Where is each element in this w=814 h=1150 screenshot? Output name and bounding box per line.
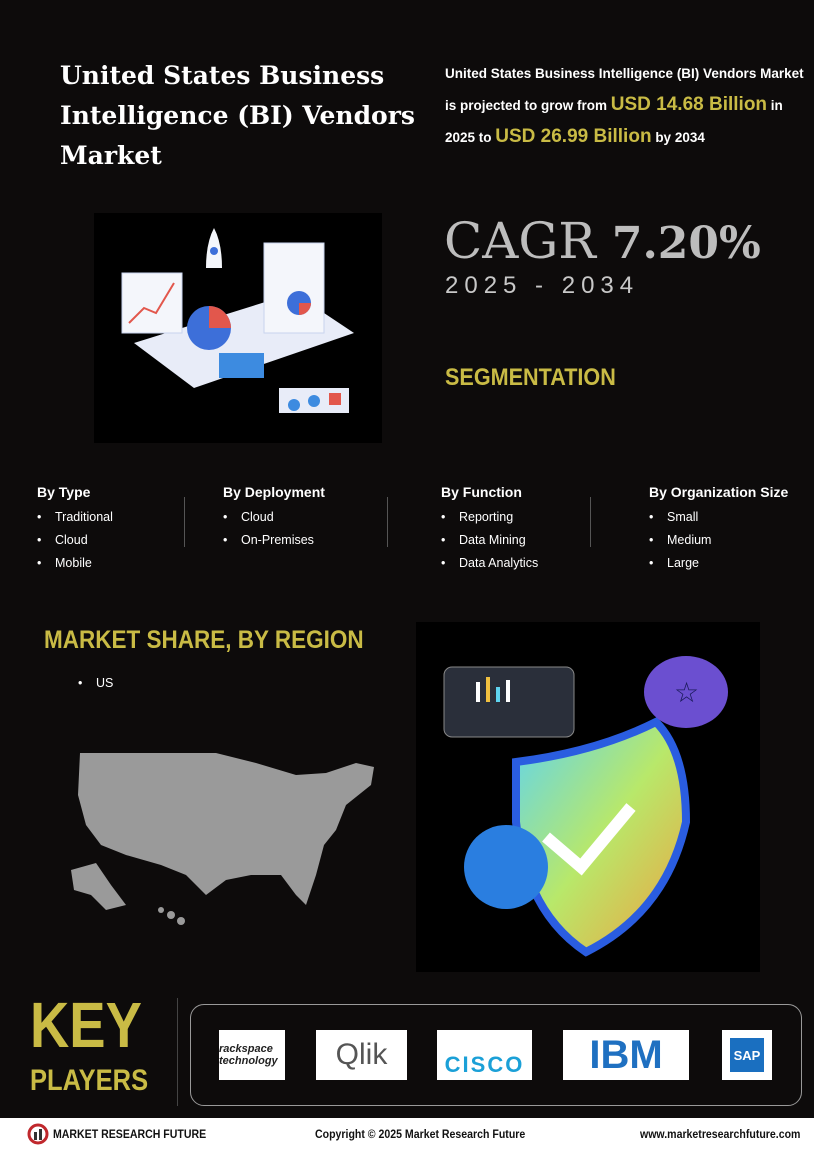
- cagr-value: 7.20%: [611, 218, 761, 269]
- list-item: Small: [649, 506, 788, 529]
- list-item: Traditional: [37, 506, 113, 529]
- divider: [184, 497, 185, 547]
- logo-qlik: Qlik: [316, 1030, 407, 1080]
- market-summary: United States Business Intelligence (BI)…: [445, 58, 805, 153]
- list-item: Data Mining: [441, 529, 538, 552]
- security-illustration: ☆: [416, 622, 760, 972]
- list-item: Large: [649, 552, 788, 575]
- sap-text: SAP: [730, 1038, 764, 1072]
- footer: MARKET RESEARCH FUTURE Copyright © 2025 …: [0, 1118, 814, 1150]
- summary-text: by 2034: [651, 130, 705, 145]
- divider: [590, 497, 591, 547]
- list-item: Cloud: [37, 529, 113, 552]
- list-item: Mobile: [37, 552, 113, 575]
- footer-brand: MARKET RESEARCH FUTURE: [53, 1127, 207, 1141]
- segment-title: By Organization Size: [649, 484, 789, 500]
- value-2025: USD 14.68 Billion: [610, 94, 768, 115]
- brand-logo-icon: [27, 1123, 49, 1145]
- divider: [387, 497, 388, 547]
- cagr: CAGR 7.20%: [444, 212, 761, 270]
- region-title: MARKET SHARE, BY REGION: [44, 626, 364, 654]
- logos-panel: [190, 1004, 802, 1106]
- value-2034: USD 26.99 Billion: [495, 126, 652, 147]
- segment-by-type: By Type TraditionalCloudMobile: [37, 484, 113, 575]
- divider: [177, 998, 178, 1106]
- svg-text:☆: ☆: [674, 677, 699, 708]
- segmentation-title: SEGMENTATION: [445, 364, 616, 391]
- cagr-label: CAGR: [444, 212, 596, 270]
- footer-copyright: Copyright © 2025 Market Research Future: [315, 1127, 526, 1141]
- segment-by-deployment: By Deployment CloudOn-Premises: [223, 484, 325, 552]
- segment-title: By Type: [37, 484, 91, 500]
- segment-by-organization-size: By Organization Size SmallMediumLarge: [649, 484, 788, 575]
- list-item: Reporting: [441, 506, 538, 529]
- list-item: Medium: [649, 529, 788, 552]
- key-players-title: KEY: [30, 989, 142, 1061]
- cagr-period: 2025 - 2034: [445, 272, 640, 299]
- logo-cisco: CISCO: [437, 1030, 532, 1080]
- logo-rackspace: rackspace technology: [219, 1030, 285, 1080]
- logo-sap: SAP: [722, 1030, 772, 1080]
- segment-title: By Function: [441, 484, 522, 500]
- analytics-illustration: [94, 213, 382, 443]
- list-item: Cloud: [223, 506, 325, 529]
- us-map: [71, 753, 374, 925]
- segment-by-function: By Function ReportingData MiningData Ana…: [441, 484, 538, 575]
- logo-ibm: IBM: [563, 1030, 689, 1080]
- list-item: Data Analytics: [441, 552, 538, 575]
- list-item: On-Premises: [223, 529, 325, 552]
- summary-text: United States Business Intelligence (BI)…: [445, 66, 804, 113]
- page-title: United States Business Intelligence (BI)…: [60, 61, 415, 170]
- region-list: US: [78, 672, 113, 695]
- list-item: US: [78, 672, 113, 695]
- segment-title: By Deployment: [223, 484, 325, 500]
- footer-url[interactable]: www.marketresearchfuture.com: [640, 1127, 801, 1141]
- key-players-subtitle: PLAYERS: [30, 1064, 149, 1097]
- summary-text: in 2025 to: [445, 98, 783, 145]
